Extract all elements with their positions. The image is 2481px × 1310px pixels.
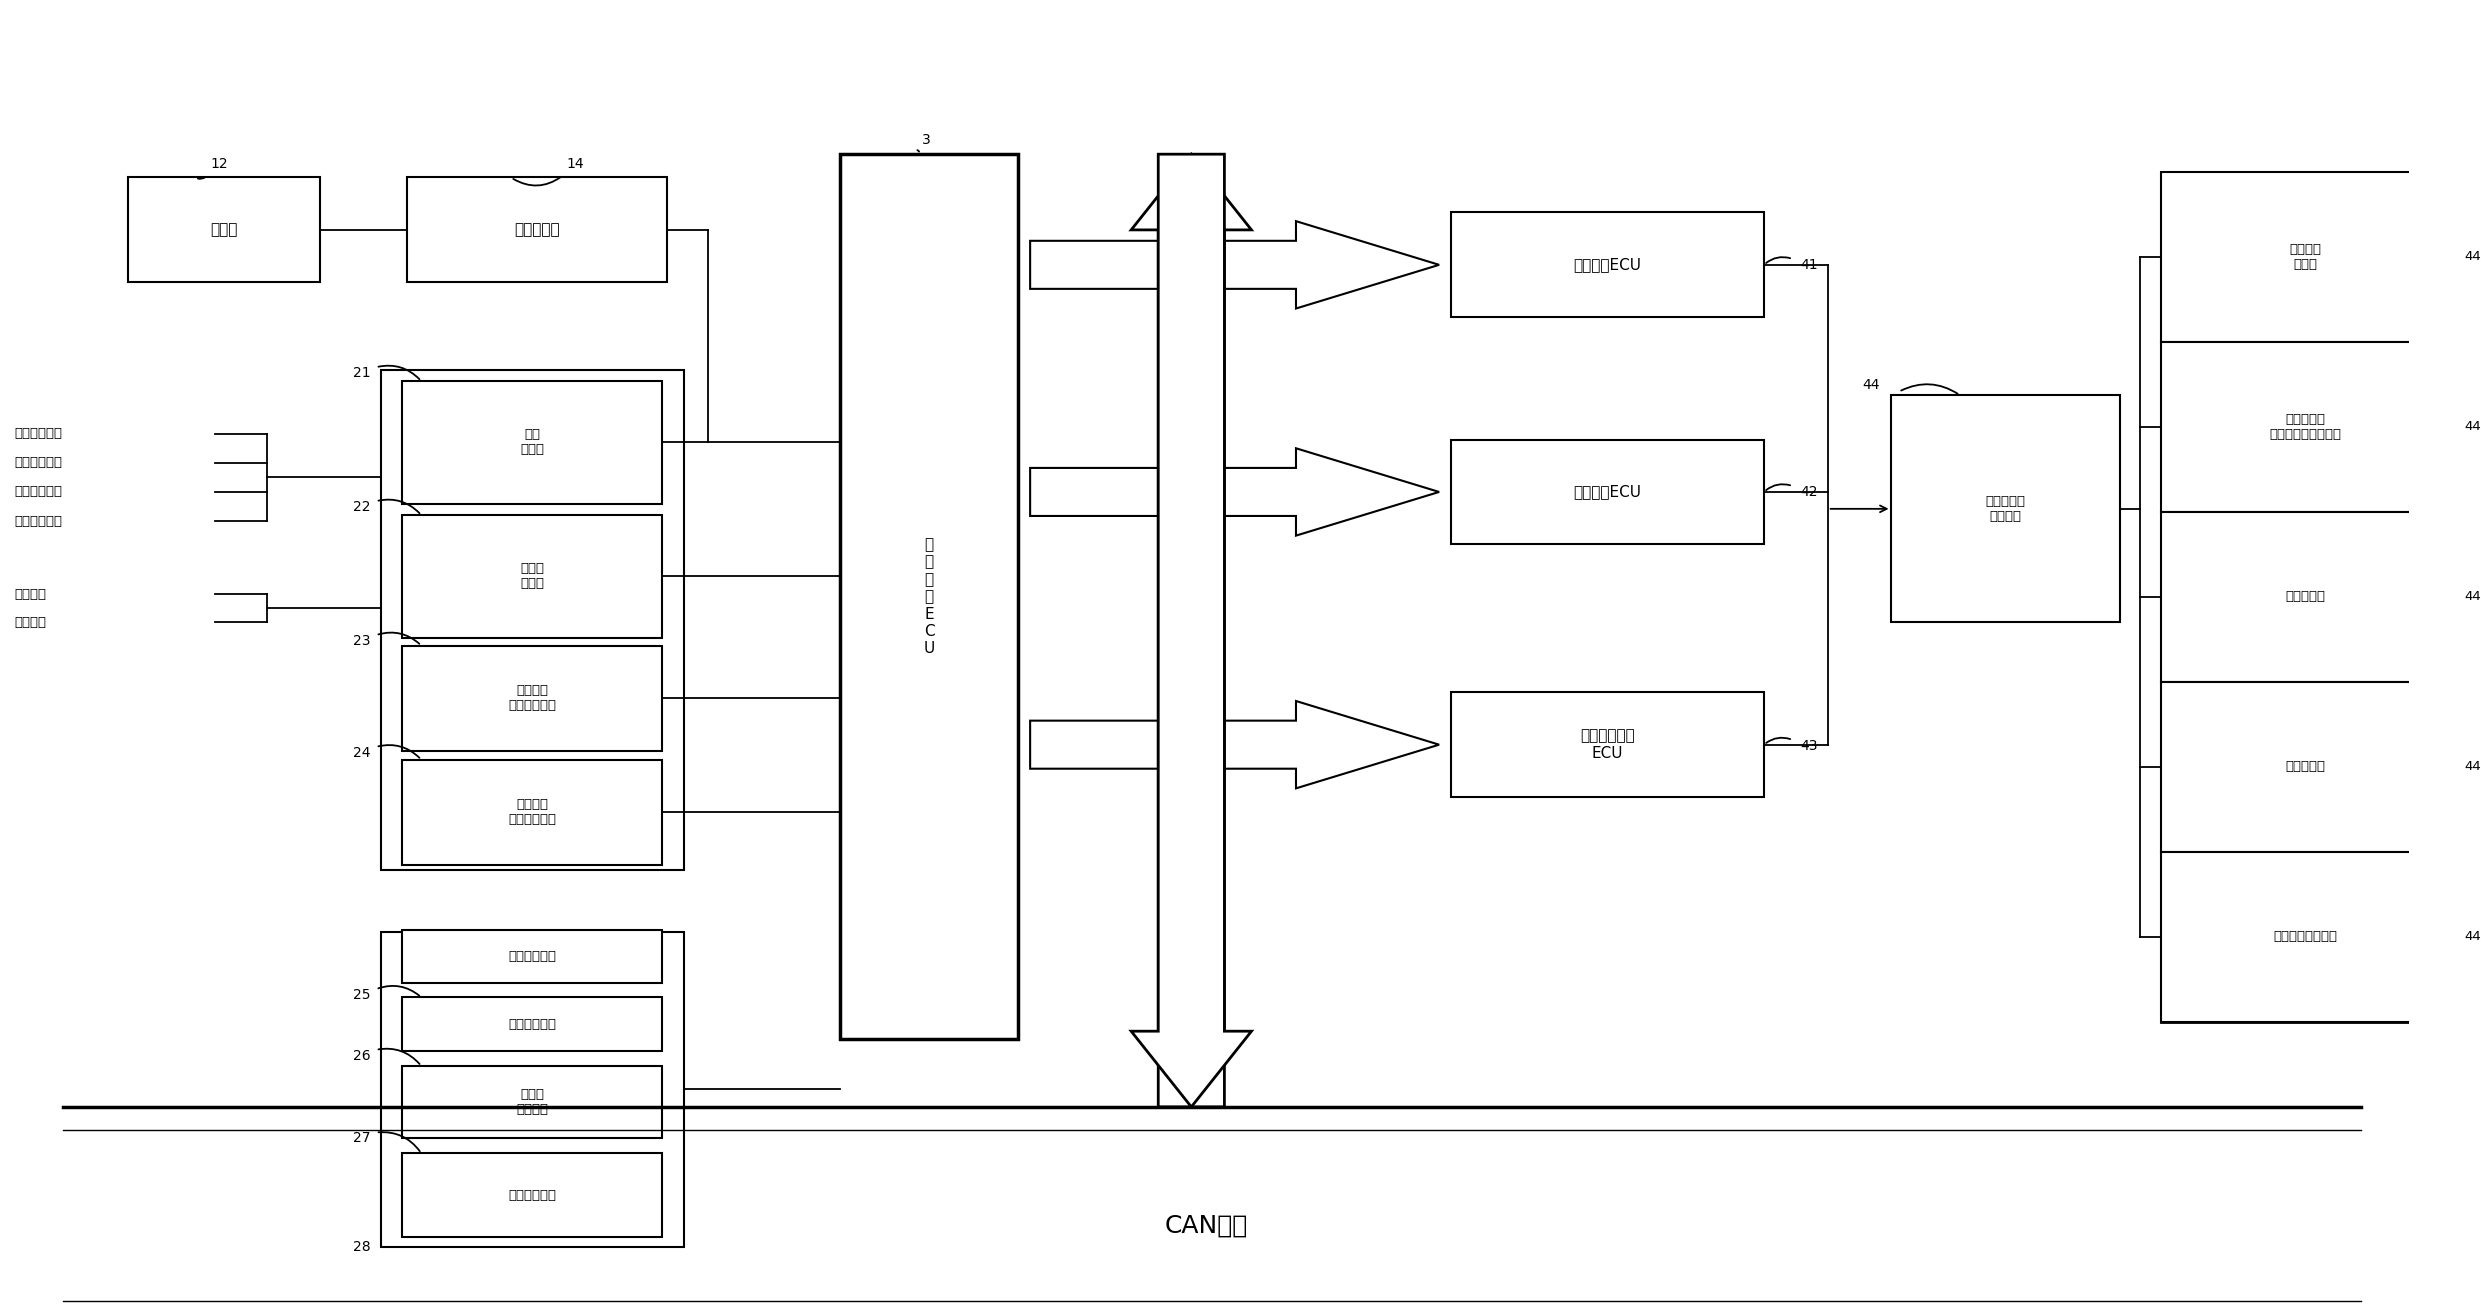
Text: 转角传感器: 转角传感器: [514, 223, 561, 237]
Text: 右前车轮轮速: 右前车轮轮速: [15, 456, 62, 469]
Text: 制动踏板输入: 制动踏板输入: [509, 1018, 556, 1031]
Text: 温度传感器: 温度传感器: [2285, 591, 2325, 604]
Text: 28: 28: [352, 1239, 370, 1254]
Text: 3: 3: [923, 134, 930, 147]
Text: 车
辆
转
向
E
C
U: 车 辆 转 向 E C U: [923, 537, 935, 656]
Bar: [2161, 172, 2449, 1022]
Text: 44: 44: [1861, 377, 1881, 392]
Bar: [402, 381, 662, 503]
Bar: [1451, 692, 1764, 796]
Bar: [402, 646, 662, 751]
Text: 电池管理ECU: 电池管理ECU: [1573, 257, 1642, 272]
Text: 前车速度: 前车速度: [15, 588, 47, 601]
Polygon shape: [1131, 155, 1250, 1107]
Text: 左前车轮轮速: 左前车轮轮速: [15, 427, 62, 440]
Text: 43: 43: [1801, 739, 1819, 753]
Bar: [1451, 440, 1764, 545]
Text: 车速度
传感器: 车速度 传感器: [521, 562, 543, 591]
Polygon shape: [1030, 221, 1439, 309]
Text: 驻车制动输入: 驻车制动输入: [509, 1189, 556, 1201]
Text: 26: 26: [352, 1048, 370, 1062]
Bar: [129, 177, 320, 282]
Bar: [2161, 512, 2449, 681]
Text: 22: 22: [352, 500, 370, 514]
Text: 左后车轮轮速: 左后车轮轮速: [15, 486, 62, 498]
Text: 电机控制ECU: 电机控制ECU: [1573, 485, 1642, 499]
Text: 443: 443: [2464, 591, 2481, 604]
Text: 停车灯
开关信号: 停车灯 开关信号: [516, 1089, 548, 1116]
Text: 车辆横向
加速度传感器: 车辆横向 加速度传感器: [509, 798, 556, 827]
Bar: [2161, 342, 2449, 512]
Bar: [2161, 172, 2449, 342]
Bar: [380, 933, 685, 1247]
Bar: [402, 760, 662, 865]
Text: 27: 27: [352, 1132, 370, 1145]
Text: 制动液压力传感器: 制动液压力传感器: [2273, 930, 2337, 943]
Text: 24: 24: [352, 745, 370, 760]
Bar: [402, 515, 662, 638]
Text: 12: 12: [211, 156, 228, 170]
Text: 轮速
传感器: 轮速 传感器: [521, 428, 543, 456]
Text: 电压传感器: 电压传感器: [2285, 760, 2325, 773]
Text: 42: 42: [1801, 485, 1819, 499]
Text: 21: 21: [352, 367, 370, 380]
Polygon shape: [1030, 448, 1439, 536]
Bar: [402, 997, 662, 1051]
Text: 25: 25: [352, 988, 370, 1002]
Text: 右后车轮轮速: 右后车轮轮速: [15, 515, 62, 528]
Text: 441: 441: [2464, 250, 2481, 263]
Bar: [380, 369, 685, 870]
Text: 轮毃电机及
制动机构: 轮毃电机及 制动机构: [1985, 495, 2027, 523]
Text: CAN总线: CAN总线: [1164, 1214, 1248, 1238]
Text: 电机转速
传感器: 电机转速 传感器: [2290, 242, 2322, 271]
Bar: [1891, 396, 2121, 622]
Bar: [2161, 852, 2449, 1022]
Bar: [1451, 212, 1764, 317]
Text: 加速踏板输入: 加速踏板输入: [509, 950, 556, 963]
Polygon shape: [1131, 155, 1250, 1107]
Bar: [2161, 681, 2449, 852]
Bar: [402, 1154, 662, 1238]
Text: 方向盘: 方向盘: [211, 223, 238, 237]
Bar: [402, 1066, 662, 1138]
Bar: [841, 155, 1017, 1039]
Text: 车辆摏摇
角速度传感器: 车辆摏摇 角速度传感器: [509, 684, 556, 713]
Text: 14: 14: [566, 156, 583, 170]
Bar: [402, 930, 662, 984]
Bar: [407, 177, 667, 282]
Text: 转矩传感器
（电流流量传感器）: 转矩传感器 （电流流量传感器）: [2270, 413, 2342, 440]
Text: 电子制动系统
ECU: 电子制动系统 ECU: [1580, 728, 1635, 761]
Text: 23: 23: [352, 634, 370, 648]
Text: 444: 444: [2464, 760, 2481, 773]
Text: 445: 445: [2464, 930, 2481, 943]
Text: 442: 442: [2464, 421, 2481, 434]
Text: 41: 41: [1801, 258, 1819, 272]
Polygon shape: [1030, 701, 1439, 789]
Text: 后车速度: 后车速度: [15, 616, 47, 629]
